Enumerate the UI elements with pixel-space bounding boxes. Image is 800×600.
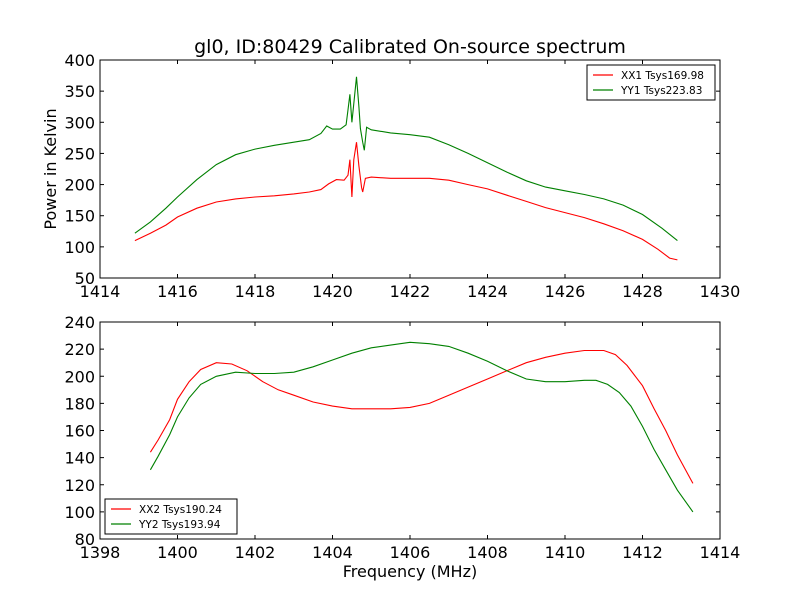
x-tick-label: 1420 (312, 282, 353, 301)
y-tick-label: 200 (64, 176, 95, 195)
x-tick-label: 1404 (312, 543, 353, 562)
y-tick-label: 250 (64, 144, 95, 163)
legend: XX2 Tsys190.24 YY2 Tsys193.94 (104, 498, 238, 535)
x-tick-label: 1430 (700, 282, 741, 301)
top-spectrum-chart: 1414 1416 1418 1420 1422 1424 1426 1428 1430 50 10… (41, 36, 740, 301)
x-tick-label: 1418 (235, 282, 276, 301)
y-tick-label: 200 (64, 367, 95, 386)
x-tick-label: 1400 (157, 543, 198, 562)
x-tick-label: 1398 (80, 543, 121, 562)
y-tick-label: 160 (64, 422, 95, 441)
x-tick-label: 1422 (390, 282, 431, 301)
y-tick-label: 120 (64, 476, 95, 495)
series-line-1 (149, 349, 694, 484)
x-axis-label: Frequency (MHz) (343, 562, 477, 581)
y-tick-label: 100 (64, 238, 95, 257)
legend-box (586, 64, 716, 101)
legend-label-2: YY1 Tsys223.83 (620, 85, 702, 97)
legend: XX1 Tsys169.98 YY1 Tsys223.83 (586, 64, 716, 101)
x-tick-label: 1414 (80, 282, 121, 301)
y-tick-label: 220 (64, 340, 95, 359)
y-tick-label: 100 (64, 503, 95, 522)
legend-label-2: YY2 Tsys193.94 (138, 519, 221, 531)
x-tick-label: 1428 (622, 282, 663, 301)
x-tick-label: 1410 (545, 543, 586, 562)
chart-title: gl0, ID:80429 Calibrated On-source spect… (194, 36, 626, 58)
x-tick-label: 1406 (390, 543, 431, 562)
x-tick-label: 1426 (545, 282, 586, 301)
y-tick-label: 80 (75, 530, 95, 549)
x-tick-label: 1414 (700, 543, 741, 562)
bottom-spectrum-chart: 1398 1400 1402 1404 1406 1408 1410 1412 1414 80 10… (64, 313, 740, 581)
series-line-2 (134, 76, 678, 242)
y-tick-label: 350 (64, 82, 95, 101)
x-tick-label: 1424 (467, 282, 508, 301)
y-tick-label: 240 (64, 313, 95, 332)
x-tick-label: 1412 (622, 543, 663, 562)
y-tick-label: 400 (64, 51, 95, 70)
legend-label-1: XX2 Tsys190.24 (139, 504, 222, 516)
series-line-2 (149, 341, 694, 513)
legend-box (104, 498, 238, 535)
legend-label-1: XX1 Tsys169.98 (621, 70, 704, 82)
y-tick-label: 140 (64, 449, 95, 468)
series-line-1 (134, 142, 678, 261)
x-tick-label: 1408 (467, 543, 508, 562)
x-tick-label: 1402 (235, 543, 276, 562)
x-tick-label: 1416 (157, 282, 198, 301)
y-tick-label: 300 (64, 113, 95, 132)
y-tick-label: 150 (64, 207, 95, 226)
y-tick-label: 180 (64, 394, 95, 413)
y-tick-label: 50 (75, 269, 95, 288)
y-axis-label: Power in Kelvin (41, 108, 60, 229)
